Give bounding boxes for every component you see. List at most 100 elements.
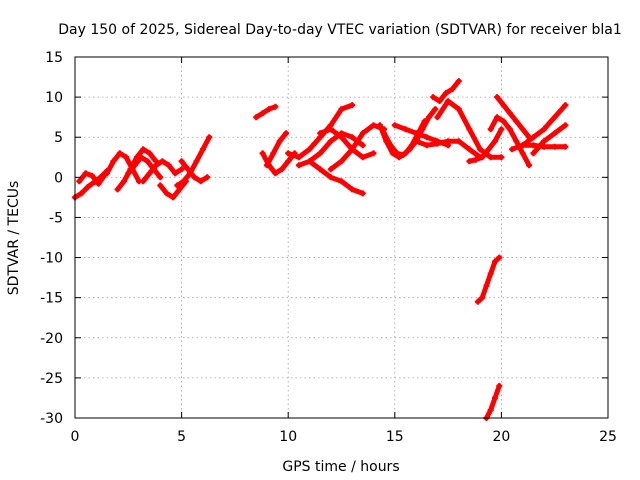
data-point bbox=[413, 138, 420, 145]
data-point bbox=[479, 154, 486, 161]
data-point bbox=[496, 254, 503, 261]
data-point bbox=[327, 138, 334, 145]
data-point bbox=[138, 154, 145, 161]
data-point bbox=[338, 134, 345, 141]
data-point bbox=[519, 126, 526, 133]
data-point bbox=[172, 170, 179, 177]
data-point bbox=[178, 166, 185, 173]
data-point bbox=[89, 172, 96, 179]
data-point bbox=[140, 178, 147, 185]
data-point bbox=[199, 146, 206, 153]
data-point bbox=[116, 150, 123, 157]
data-point bbox=[455, 106, 462, 113]
y-tick-label: -20 bbox=[40, 331, 63, 347]
data-point bbox=[125, 170, 132, 177]
data-point bbox=[466, 158, 473, 165]
data-point bbox=[270, 150, 277, 157]
data-point bbox=[530, 150, 537, 157]
data-point bbox=[419, 126, 426, 133]
series-layer bbox=[72, 78, 569, 421]
data-point bbox=[144, 158, 151, 165]
data-point bbox=[174, 182, 181, 189]
data-point bbox=[492, 394, 498, 401]
data-point bbox=[317, 130, 324, 137]
data-point bbox=[485, 146, 492, 153]
data-point bbox=[402, 126, 409, 133]
y-tick-label: -5 bbox=[49, 210, 63, 226]
data-point bbox=[295, 154, 302, 161]
data-point bbox=[327, 126, 334, 133]
data-point bbox=[95, 180, 102, 187]
data-point bbox=[349, 146, 356, 153]
data-point bbox=[191, 174, 198, 181]
x-tick-label: 25 bbox=[599, 429, 617, 445]
data-point bbox=[562, 143, 569, 150]
data-point bbox=[509, 146, 516, 153]
data-point bbox=[327, 174, 334, 181]
data-point bbox=[562, 122, 569, 129]
data-point bbox=[513, 118, 520, 125]
data-point bbox=[494, 114, 501, 121]
data-point bbox=[530, 134, 537, 141]
data-point bbox=[78, 190, 85, 197]
data-point bbox=[506, 126, 513, 133]
data-point bbox=[259, 150, 266, 157]
data-point bbox=[253, 114, 260, 121]
data-point bbox=[146, 170, 153, 177]
data-point bbox=[370, 122, 377, 129]
data-point bbox=[359, 190, 366, 197]
data-point bbox=[530, 142, 537, 149]
data-point bbox=[455, 138, 462, 145]
plot-frame bbox=[74, 56, 609, 419]
data-point bbox=[157, 182, 164, 189]
x-tick-label: 15 bbox=[386, 429, 404, 445]
data-point bbox=[82, 170, 89, 177]
data-point bbox=[551, 114, 558, 121]
data-point bbox=[153, 162, 159, 169]
data-point bbox=[123, 154, 130, 161]
data-point bbox=[483, 282, 490, 289]
data-point bbox=[266, 162, 272, 169]
data-point bbox=[146, 150, 153, 157]
data-point bbox=[359, 130, 366, 137]
data-point bbox=[185, 166, 191, 173]
data-point bbox=[349, 102, 356, 109]
data-point bbox=[413, 130, 420, 137]
data-point bbox=[434, 140, 441, 147]
data-point bbox=[519, 150, 526, 157]
data-point bbox=[176, 186, 183, 193]
y-tick-label: -15 bbox=[40, 291, 63, 307]
y-tick-label: 0 bbox=[54, 170, 63, 186]
data-point bbox=[406, 146, 413, 153]
data-point bbox=[259, 110, 266, 117]
data-point bbox=[526, 162, 533, 169]
data-point bbox=[393, 150, 400, 157]
data-point bbox=[500, 118, 507, 125]
data-point bbox=[381, 130, 388, 137]
data-point bbox=[76, 178, 83, 185]
x-tick-label: 0 bbox=[71, 429, 80, 445]
data-point bbox=[519, 142, 526, 149]
data-point bbox=[306, 158, 313, 165]
data-point bbox=[423, 142, 430, 149]
y-tick-label: 15 bbox=[45, 50, 63, 66]
y-tick-label: 10 bbox=[45, 90, 63, 106]
data-point bbox=[551, 130, 558, 137]
data-point bbox=[163, 190, 170, 197]
data-point bbox=[455, 78, 462, 85]
y-tick-label: -30 bbox=[40, 411, 63, 427]
data-point bbox=[338, 158, 345, 165]
y-tick-label: -25 bbox=[40, 371, 63, 387]
x-tick-label: 20 bbox=[492, 429, 510, 445]
data-point bbox=[140, 146, 147, 153]
data-point bbox=[466, 146, 473, 153]
data-point bbox=[121, 178, 127, 185]
data-point bbox=[387, 142, 394, 149]
series-arc-28 bbox=[494, 94, 532, 140]
data-point bbox=[157, 174, 164, 181]
data-point bbox=[487, 154, 494, 161]
data-point bbox=[391, 122, 398, 129]
data-point bbox=[400, 151, 407, 158]
data-point bbox=[272, 170, 279, 177]
